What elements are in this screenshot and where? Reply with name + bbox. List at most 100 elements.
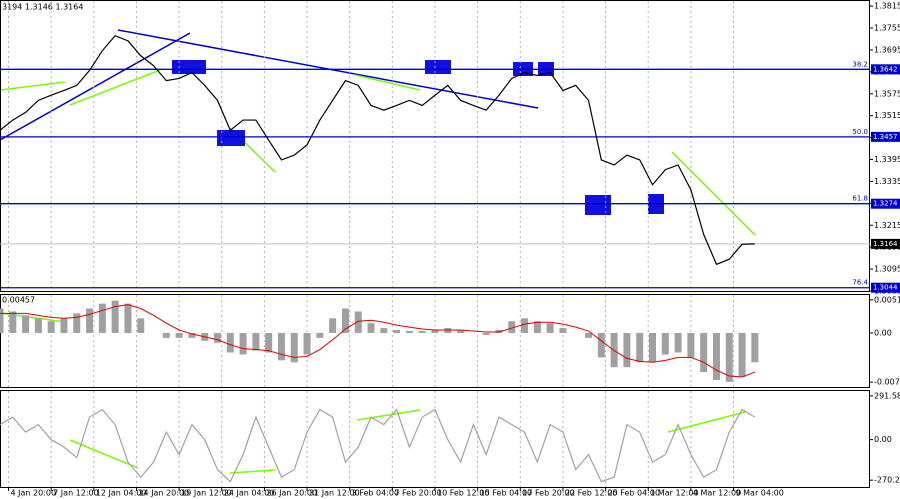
x-tick-label: 4 Jan 20:00: [11, 489, 57, 498]
histogram-bar: [341, 308, 349, 333]
signal-box: [172, 60, 206, 74]
fib-label: 38.2: [852, 60, 868, 68]
histogram-bar: [597, 332, 605, 358]
histogram-bar: [521, 318, 529, 333]
y-tick-label: 0.00: [874, 435, 892, 444]
histogram-bar: [546, 323, 554, 333]
histogram-bar: [738, 332, 746, 377]
histogram-bar: [585, 332, 593, 338]
histogram-bar: [354, 311, 362, 333]
x-tick-label: 1 Mar 12:00: [650, 489, 698, 498]
histogram-bar: [367, 323, 375, 333]
price-box: [871, 64, 900, 75]
histogram-bar: [725, 332, 733, 382]
signal-line: [0, 304, 756, 378]
histogram-bar: [316, 332, 324, 338]
histogram-bar: [418, 331, 426, 333]
histogram-bar: [73, 313, 81, 333]
x-tick-label: 3 Feb 04:00: [352, 489, 399, 498]
x-tick-label: 7 Feb 20:00: [394, 489, 441, 498]
histogram-bar: [636, 332, 644, 363]
divergence-line: [0, 81, 66, 91]
price-box-label: 1.3044: [873, 284, 898, 292]
histogram-bar: [623, 332, 631, 368]
histogram-bar: [188, 332, 196, 338]
y-tick-label: -0.00765: [874, 378, 900, 387]
price-box: [871, 238, 900, 249]
histogram-bar: [175, 332, 183, 338]
histogram-bar: [124, 303, 132, 333]
y-tick-label: 1.3515: [874, 111, 900, 120]
histogram-bar: [214, 332, 221, 343]
y-tick-label: 291.5808: [874, 391, 900, 400]
x-tick-label: 12 Jan 04:00: [96, 489, 147, 498]
x-tick-label: 25 Feb 04:00: [608, 489, 660, 498]
divergence-line: [671, 151, 756, 236]
macd-panel: [0, 294, 870, 388]
price-box: [871, 282, 900, 293]
x-tick-label: 17 Feb 20:00: [522, 489, 574, 498]
y-tick-label: 1.3095: [874, 265, 900, 274]
y-tick-label: 1.3695: [874, 45, 900, 54]
drawings: [0, 29, 756, 474]
histogram-bar: [277, 332, 285, 361]
divergence-line: [354, 74, 421, 91]
histogram-bar: [380, 328, 388, 333]
histogram-bar: [482, 332, 490, 335]
x-tick-label: 14 Jan 20:00: [138, 489, 189, 498]
cci-panel: [0, 390, 870, 488]
histogram-bar: [34, 318, 42, 333]
price-header: 3194 1.3146 1.3164: [2, 3, 83, 12]
histogram-bar: [0, 308, 4, 333]
x-tick-label: 4 Mar 12:00: [693, 489, 741, 498]
x-tick-label: 24 Jan 04:00: [224, 489, 275, 498]
divergence-line: [229, 469, 276, 474]
signal-box: [585, 195, 611, 215]
y-tick-label: 1.3395: [874, 155, 900, 164]
x-tick-label: 22 Feb 12:00: [565, 489, 617, 498]
histogram-bar: [303, 332, 311, 355]
histogram-bar: [111, 300, 119, 333]
y-tick-label: 1.3575: [874, 89, 900, 98]
price-panel: [0, 0, 870, 292]
divergence-line: [69, 69, 161, 106]
divergence-line: [356, 409, 421, 421]
y-tick-label: -270.2370: [874, 476, 900, 485]
histogram-bar: [47, 321, 55, 333]
line: [0, 34, 755, 266]
price-box-label: 1.3642: [873, 65, 898, 73]
price-box: [871, 131, 900, 142]
x-tick-label: 31 Jan 12:00: [309, 489, 360, 498]
fib-label: 76.4: [852, 279, 868, 287]
x-tick-label: 26 Jan 20:00: [266, 489, 317, 498]
signal-box: [425, 60, 451, 74]
macd-header: 0.00457: [2, 296, 35, 305]
price-box-label: 1.3457: [873, 133, 898, 141]
histogram-bar: [559, 328, 567, 333]
signal-box: [217, 130, 245, 146]
x-tick-label: 7 Jan 12:00: [53, 489, 99, 498]
histogram-bar: [252, 332, 260, 351]
histogram-bar: [751, 332, 759, 363]
price-box-label: 1.3274: [873, 200, 898, 208]
histogram-bar: [712, 332, 720, 380]
histogram-bar: [137, 318, 145, 333]
histogram-bar: [661, 332, 669, 355]
histogram-bar: [649, 332, 656, 363]
x-tick-label: 15 Feb 04:00: [480, 489, 532, 498]
histogram-bar: [674, 332, 682, 353]
histogram-bar: [162, 332, 170, 338]
histogram-bar: [508, 321, 516, 333]
price-box: [871, 198, 900, 209]
histogram-bar: [405, 331, 413, 333]
y-tick-label: 0.00515: [874, 295, 900, 304]
histogram-bar: [700, 332, 708, 373]
y-tick-label: 1.3335: [874, 177, 900, 186]
histogram-bar: [98, 303, 106, 333]
fib-label: 50.0: [852, 128, 868, 136]
line: [0, 408, 756, 483]
y-tick-label: 0.00: [874, 328, 892, 337]
y-tick-label: 1.3815: [874, 2, 900, 11]
histogram-bar: [22, 315, 30, 333]
histogram-bar: [533, 321, 541, 333]
